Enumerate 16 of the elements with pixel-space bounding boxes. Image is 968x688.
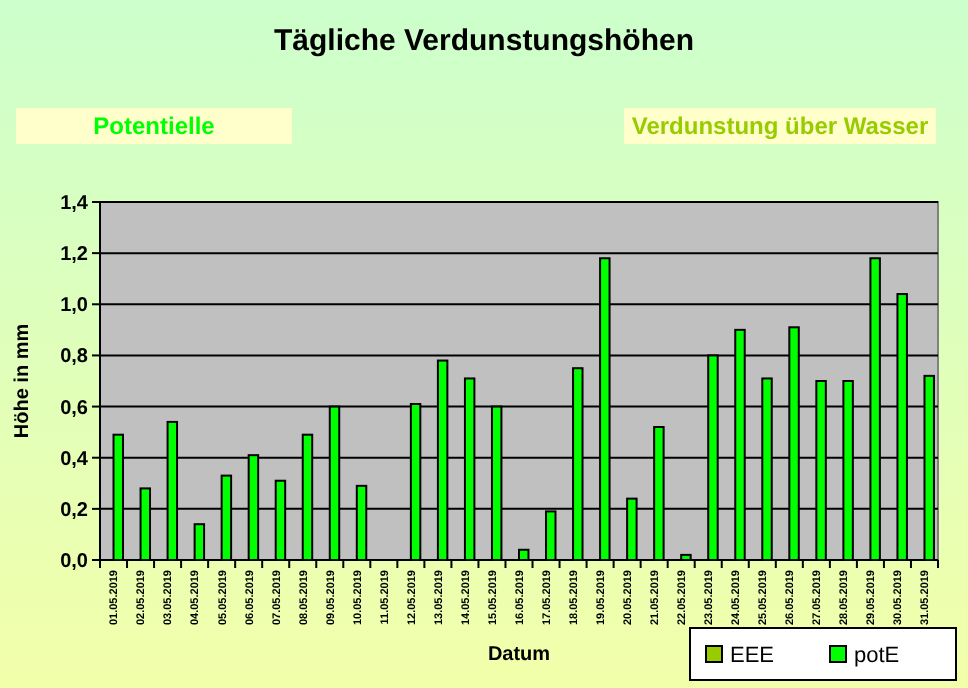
legend-label: potE [854,644,900,668]
y-axis-title: Höhe in mm [12,323,34,439]
y-tick-label: 1,2 [60,244,89,267]
y-tick-label: 0,0 [60,551,89,573]
y-tick-label: 0,8 [60,346,89,369]
y-tick-label: 1,4 [60,193,89,215]
y-tick-label: 0,2 [60,499,89,522]
y-tick-label: 0,6 [60,397,89,420]
chart-title: Tägliche Verdunstungshöhen [273,24,695,58]
text: Potentielle [93,112,216,140]
x-axis-title: Datum [487,644,551,666]
text: Verdunstung über Wasser [631,112,929,140]
legend-label: EEE [730,644,775,668]
bar [193,523,206,561]
y-tick-label: 0,4 [60,448,89,471]
y-tick-label: 1,0 [60,295,89,318]
